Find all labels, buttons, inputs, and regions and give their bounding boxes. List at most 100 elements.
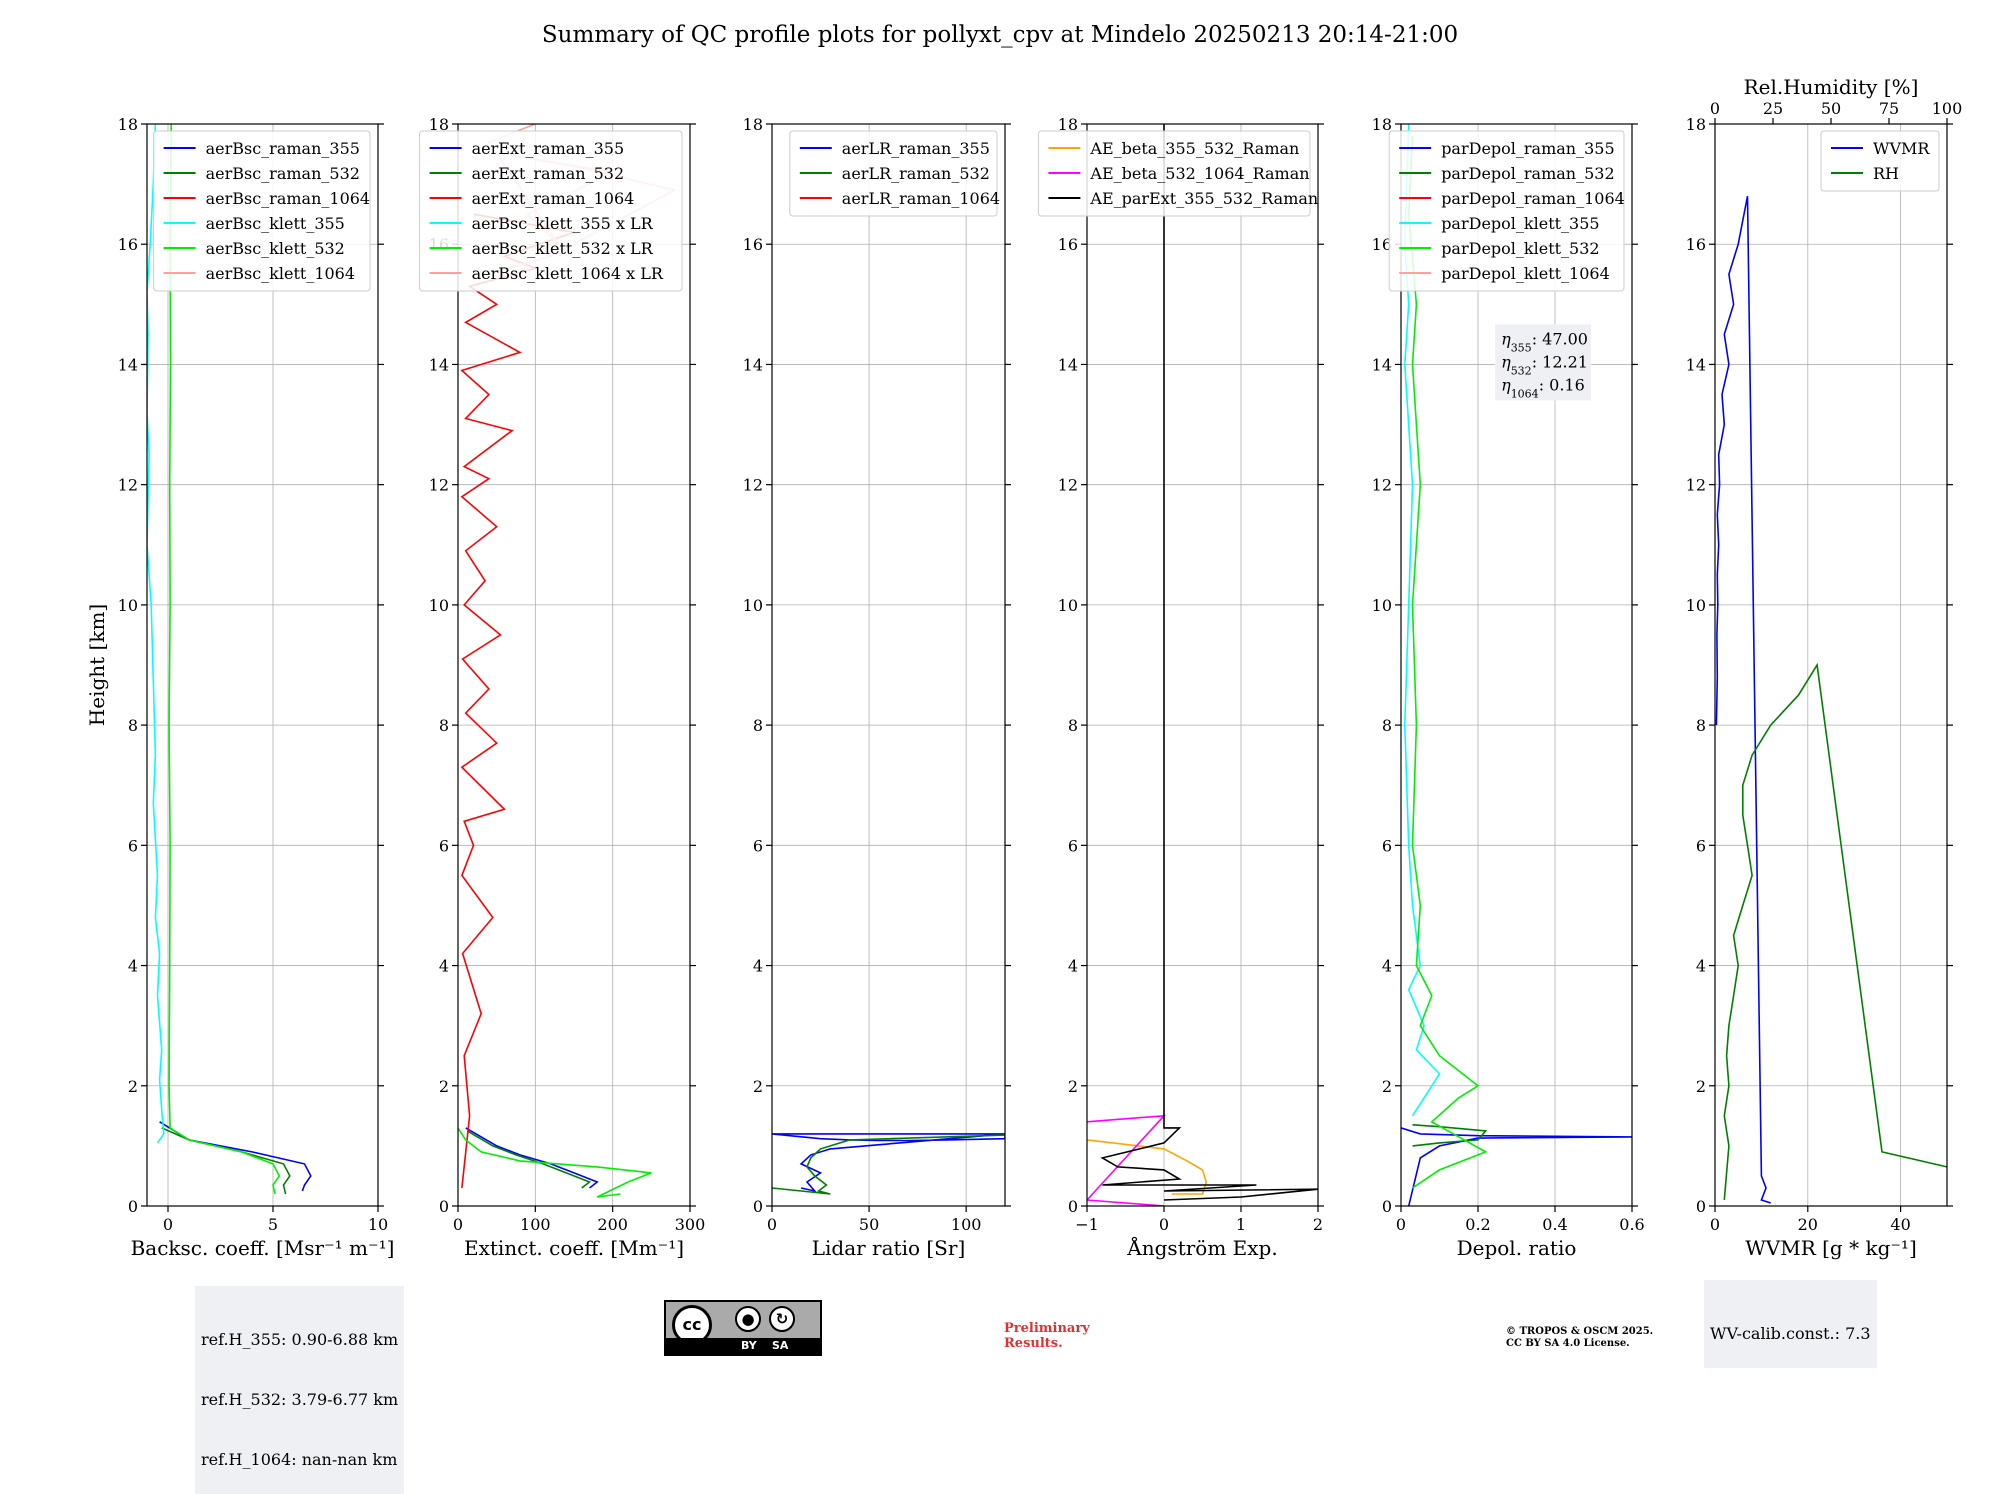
legend: parDepol_raman_355 parDepol_raman_532 parD… xyxy=(1388,130,1625,292)
panel-5: 0 2 4 6 8 10 12 14 16 18 0 0.2 0.4 0.6 Depol. ratio par… xyxy=(1372,115,1645,1260)
eta-row: η355: 47.00 xyxy=(1501,329,1588,354)
y-tick-label: 4 xyxy=(1068,957,1078,976)
y-tick-label: 6 xyxy=(1068,836,1078,855)
y-tick-label: 12 xyxy=(1686,476,1706,495)
legend-label: parDepol_raman_355 xyxy=(1441,139,1614,158)
y-tick-label: 4 xyxy=(128,957,138,976)
y-tick-label: 6 xyxy=(1696,836,1706,855)
legend-label: aerLR_raman_355 xyxy=(842,139,990,158)
y-tick-label: 16 xyxy=(1372,235,1392,254)
x2-axis-label: Rel.Humidity [%] xyxy=(1744,75,1919,99)
series-line-aerbsc-klett-532 xyxy=(168,124,281,1195)
legend-label: aerBsc_klett_1064 xyxy=(206,264,355,283)
preliminary-results-note: Preliminary Results. xyxy=(1004,1321,1090,1351)
x-tick-label: 50 xyxy=(859,1215,879,1234)
series-line-rh xyxy=(1723,662,1947,1201)
series-line-aerlr-raman-532 xyxy=(772,1134,1005,1195)
cc-license-band: BY SA xyxy=(666,1338,820,1354)
y-tick-label: 12 xyxy=(429,476,449,495)
reference-height-box: ref.H_355: 0.90-6.88 km ref.H_532: 3.79-… xyxy=(195,1286,405,1494)
plot-frame xyxy=(1400,123,1633,1207)
y-tick-label: 4 xyxy=(753,957,763,976)
eta-annotation-box xyxy=(1495,324,1592,401)
wv-calibration-box: WV-calib.const.: 7.3 xyxy=(1704,1280,1877,1368)
y-tick-label: 18 xyxy=(743,115,763,134)
x-axis-label: Depol. ratio xyxy=(1457,1236,1577,1260)
series-line-pardepol-klett-532 xyxy=(1407,135,1488,1189)
x2-tick-label: 50 xyxy=(1821,99,1841,118)
y-tick-label: 8 xyxy=(753,716,763,735)
series-line-aerext-raman-355 xyxy=(465,1127,599,1189)
series-line-aerbsc-klett-532-x-lr xyxy=(458,1127,652,1198)
y-tick-label: 4 xyxy=(439,957,449,976)
series-line-pardepol-raman-355 xyxy=(1401,1127,1632,1206)
y-tick-label: 6 xyxy=(1382,836,1392,855)
y-tick-label: 8 xyxy=(1382,716,1392,735)
y-tick-label: 14 xyxy=(1686,355,1706,374)
x-tick-label: 40 xyxy=(1890,1215,1910,1234)
x2-tick-label: 75 xyxy=(1879,99,1899,118)
y-tick-label: 18 xyxy=(1372,115,1392,134)
x-tick-label: 200 xyxy=(597,1215,628,1234)
plot-frame xyxy=(457,123,691,1207)
panel-2: 0246810121416180100200300Extinct. coeff.… xyxy=(419,115,706,1260)
legend: aerLR_raman_355 aerLR_raman_532 aerLR_rama… xyxy=(789,130,1000,217)
y-tick-label: 8 xyxy=(1696,716,1706,735)
legend-label: parDepol_raman_1064 xyxy=(1441,189,1625,208)
legend-label: AE_beta_532_1064_Raman xyxy=(1089,164,1309,183)
series-line-pardepol-raman-532 xyxy=(1412,1124,1488,1147)
legend-label: parDepol_klett_355 xyxy=(1441,214,1599,233)
legend-label: aerBsc_klett_532 x LR xyxy=(472,239,654,258)
y-tick-label: 0 xyxy=(1068,1197,1078,1216)
y-tick-label: 10 xyxy=(1058,596,1078,615)
y-tick-label: 18 xyxy=(118,115,138,134)
cc-license-badge: cc ● ↻ BY SA xyxy=(664,1300,822,1356)
y-tick-label: 2 xyxy=(753,1077,763,1096)
plot-frame xyxy=(771,123,1006,1207)
series-line-aerbsc-raman-355 xyxy=(159,1121,312,1192)
legend-label: aerBsc_klett_355 xyxy=(206,214,345,233)
y-tick-label: 16 xyxy=(118,235,138,254)
y-tick-label: 10 xyxy=(429,596,449,615)
legend: aerBsc_raman_355 aerBsc_raman_532 aerBsc_r… xyxy=(153,130,371,292)
legend-label: aerExt_raman_532 xyxy=(472,164,625,183)
y-tick-label: 6 xyxy=(128,836,138,855)
legend-box xyxy=(1820,130,1940,192)
x-tick-label: 0 xyxy=(1710,1215,1720,1234)
x-tick-label: 5 xyxy=(268,1215,278,1234)
series-line-aerext-raman-1064 xyxy=(460,213,578,1189)
x-tick-label: 300 xyxy=(675,1215,706,1234)
series-line-aerbsc-raman-532 xyxy=(161,1127,291,1195)
y-tick-label: 0 xyxy=(1382,1197,1392,1216)
y-tick-label: 18 xyxy=(1058,115,1078,134)
legend-label: aerExt_raman_1064 xyxy=(472,189,635,208)
legend-label: WVMR xyxy=(1873,139,1930,158)
share-alike-icon: ↻ xyxy=(769,1306,795,1332)
x-tick-label: −1 xyxy=(1075,1215,1099,1234)
ref-h-532: ref.H_532: 3.79-6.77 km xyxy=(201,1390,399,1409)
x-axis-label: WVMR [g * kg⁻¹] xyxy=(1745,1236,1917,1260)
y-tick-label: 10 xyxy=(1686,596,1706,615)
y-tick-label: 8 xyxy=(439,716,449,735)
legend-label: parDepol_klett_532 xyxy=(1441,239,1599,258)
x-tick-label: 0 xyxy=(163,1215,173,1234)
x-tick-label: 0 xyxy=(767,1215,777,1234)
legend: WVMR RH xyxy=(1820,130,1940,192)
legend-label: AE_beta_355_532_Raman xyxy=(1089,139,1299,158)
legend-label: aerBsc_klett_1064 x LR xyxy=(472,264,664,283)
y-tick-label: 0 xyxy=(1696,1197,1706,1216)
legend-box xyxy=(419,130,683,292)
cc-by-label: BY xyxy=(741,1339,757,1352)
x-tick-label: 0 xyxy=(453,1215,463,1234)
y-tick-label: 12 xyxy=(1058,476,1078,495)
x-tick-label: 100 xyxy=(520,1215,551,1234)
legend-label: aerExt_raman_355 xyxy=(472,139,625,158)
attribution-person-icon: ● xyxy=(735,1306,761,1332)
y-tick-label: 18 xyxy=(1686,115,1706,134)
panel-1: 0 2 4 6 8 10 12 14 16 18 0 5 10 Backsc. coeff. [Msr⁻¹… xyxy=(85,115,394,1260)
y-tick-label: 6 xyxy=(439,836,449,855)
series-line-ae-beta-532-1064-raman xyxy=(1087,1114,1166,1206)
y-tick-label: 16 xyxy=(1686,235,1706,254)
legend-box xyxy=(789,130,998,217)
